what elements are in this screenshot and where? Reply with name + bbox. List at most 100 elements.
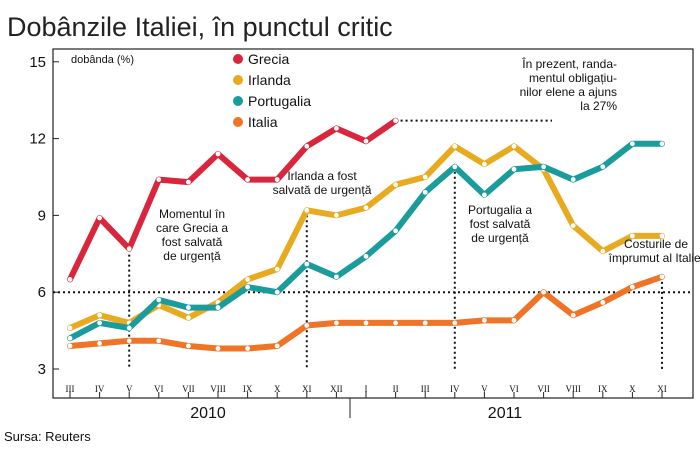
data-point-portugalia: [97, 320, 102, 326]
annotation-text: Costurile de: [624, 237, 688, 251]
annotation-text: fost salvată: [470, 217, 531, 231]
data-point-portugalia: [67, 335, 73, 341]
legend-marker-irlanda: [233, 75, 243, 85]
x-tick-label: X: [274, 384, 281, 394]
data-point-portugalia: [245, 284, 251, 290]
data-point-grecia: [274, 177, 280, 182]
data-point-italia: [541, 289, 546, 295]
data-point-portugalia: [186, 305, 191, 310]
y-tick-label: 9: [38, 207, 46, 224]
data-point-grecia: [97, 215, 102, 221]
data-point-portugalia: [393, 228, 398, 234]
year-label-2010: 2010: [190, 405, 226, 422]
data-point-grecia: [245, 177, 251, 182]
data-point-portugalia: [156, 297, 162, 303]
annotation-text: salvată de urgență: [273, 183, 372, 197]
data-point-irlanda: [452, 143, 458, 149]
x-tick-label: IV: [95, 384, 105, 394]
y-tick-label: 3: [38, 361, 46, 378]
data-point-irlanda: [393, 182, 398, 188]
y-tick-label: 12: [29, 131, 46, 148]
series-line-italia: [67, 273, 665, 352]
annotation-text: mentul obligațiu-: [529, 71, 617, 85]
x-tick-label: II: [393, 384, 399, 394]
y-tick-label: 15: [29, 54, 46, 71]
x-tick-label: VII: [182, 384, 195, 394]
data-point-portugalia: [570, 177, 576, 182]
data-point-italia: [67, 343, 73, 349]
data-point-irlanda: [511, 143, 517, 149]
data-point-italia: [245, 346, 251, 351]
data-point-portugalia: [126, 325, 132, 331]
data-point-irlanda: [422, 174, 428, 180]
x-tick-label: IV: [450, 384, 460, 394]
data-point-irlanda: [659, 233, 665, 239]
data-point-italia: [126, 338, 132, 344]
annotation-text: la 27%: [580, 99, 617, 113]
data-point-grecia: [363, 138, 369, 144]
x-tick-label: XI: [302, 384, 312, 394]
data-point-grecia: [67, 277, 73, 282]
x-tick-label: VIII: [210, 384, 226, 394]
data-point-irlanda: [97, 312, 102, 318]
legend-label-irlanda: Irlanda: [248, 72, 291, 88]
data-point-portugalia: [304, 261, 310, 267]
x-tick-label: XI: [657, 384, 667, 394]
legend-marker-italia: [233, 117, 243, 127]
data-point-italia: [334, 320, 339, 326]
chart-title: Dobânzile Italiei, în punctul critic: [7, 12, 393, 42]
x-tick-label: IX: [598, 384, 608, 394]
y-tick-label: 6: [38, 284, 46, 301]
data-point-italia: [97, 341, 102, 346]
data-point-italia: [215, 346, 221, 351]
x-tick-label: IX: [243, 384, 253, 394]
data-point-grecia: [215, 151, 221, 157]
annotation-text: nilor elene a ajuns: [520, 85, 617, 99]
data-point-portugalia: [541, 164, 546, 170]
x-tick-label: VI: [154, 384, 164, 394]
y-axis-label: dobânda (%): [71, 54, 134, 66]
annotation-text: Momentul în: [159, 207, 225, 221]
data-point-portugalia: [482, 192, 487, 198]
data-point-grecia: [186, 179, 191, 185]
data-point-italia: [659, 274, 665, 280]
data-point-irlanda: [67, 325, 73, 331]
data-point-portugalia: [511, 166, 517, 172]
data-point-italia: [393, 320, 398, 326]
data-point-italia: [422, 320, 428, 326]
annotation-text: Irlanda a fost: [287, 169, 357, 183]
data-point-irlanda: [482, 161, 487, 167]
data-point-italia: [452, 320, 458, 326]
data-point-irlanda: [630, 233, 635, 239]
data-point-italia: [274, 343, 280, 349]
x-tick-label: V: [126, 384, 133, 394]
data-point-italia: [156, 338, 162, 344]
x-tick-label: III: [421, 384, 430, 394]
data-point-irlanda: [304, 207, 310, 213]
data-point-portugalia: [659, 141, 665, 147]
data-point-italia: [600, 300, 606, 305]
legend-label-italia: Italia: [248, 114, 278, 130]
year-label-2011: 2011: [488, 405, 523, 422]
data-point-portugalia: [630, 141, 635, 147]
legend-marker-portugalia: [233, 96, 243, 106]
data-point-grecia: [334, 125, 339, 131]
x-tick-label: X: [629, 384, 636, 394]
series-line-grecia: [67, 117, 399, 283]
data-point-italia: [304, 323, 310, 328]
source-note: Sursa: Reuters: [4, 429, 91, 444]
annotation-text: fost salvată: [162, 235, 223, 249]
data-point-italia: [186, 343, 191, 349]
x-tick-label: V: [481, 384, 488, 394]
data-point-portugalia: [334, 274, 339, 280]
data-point-italia: [482, 317, 487, 323]
data-point-irlanda: [274, 266, 280, 272]
data-point-grecia: [126, 246, 132, 252]
data-point-portugalia: [363, 253, 369, 259]
annotation-text: de urgență: [471, 231, 529, 245]
x-tick-label: VI: [509, 384, 519, 394]
data-point-portugalia: [215, 305, 221, 310]
data-point-italia: [570, 312, 576, 318]
data-point-grecia: [156, 177, 162, 182]
